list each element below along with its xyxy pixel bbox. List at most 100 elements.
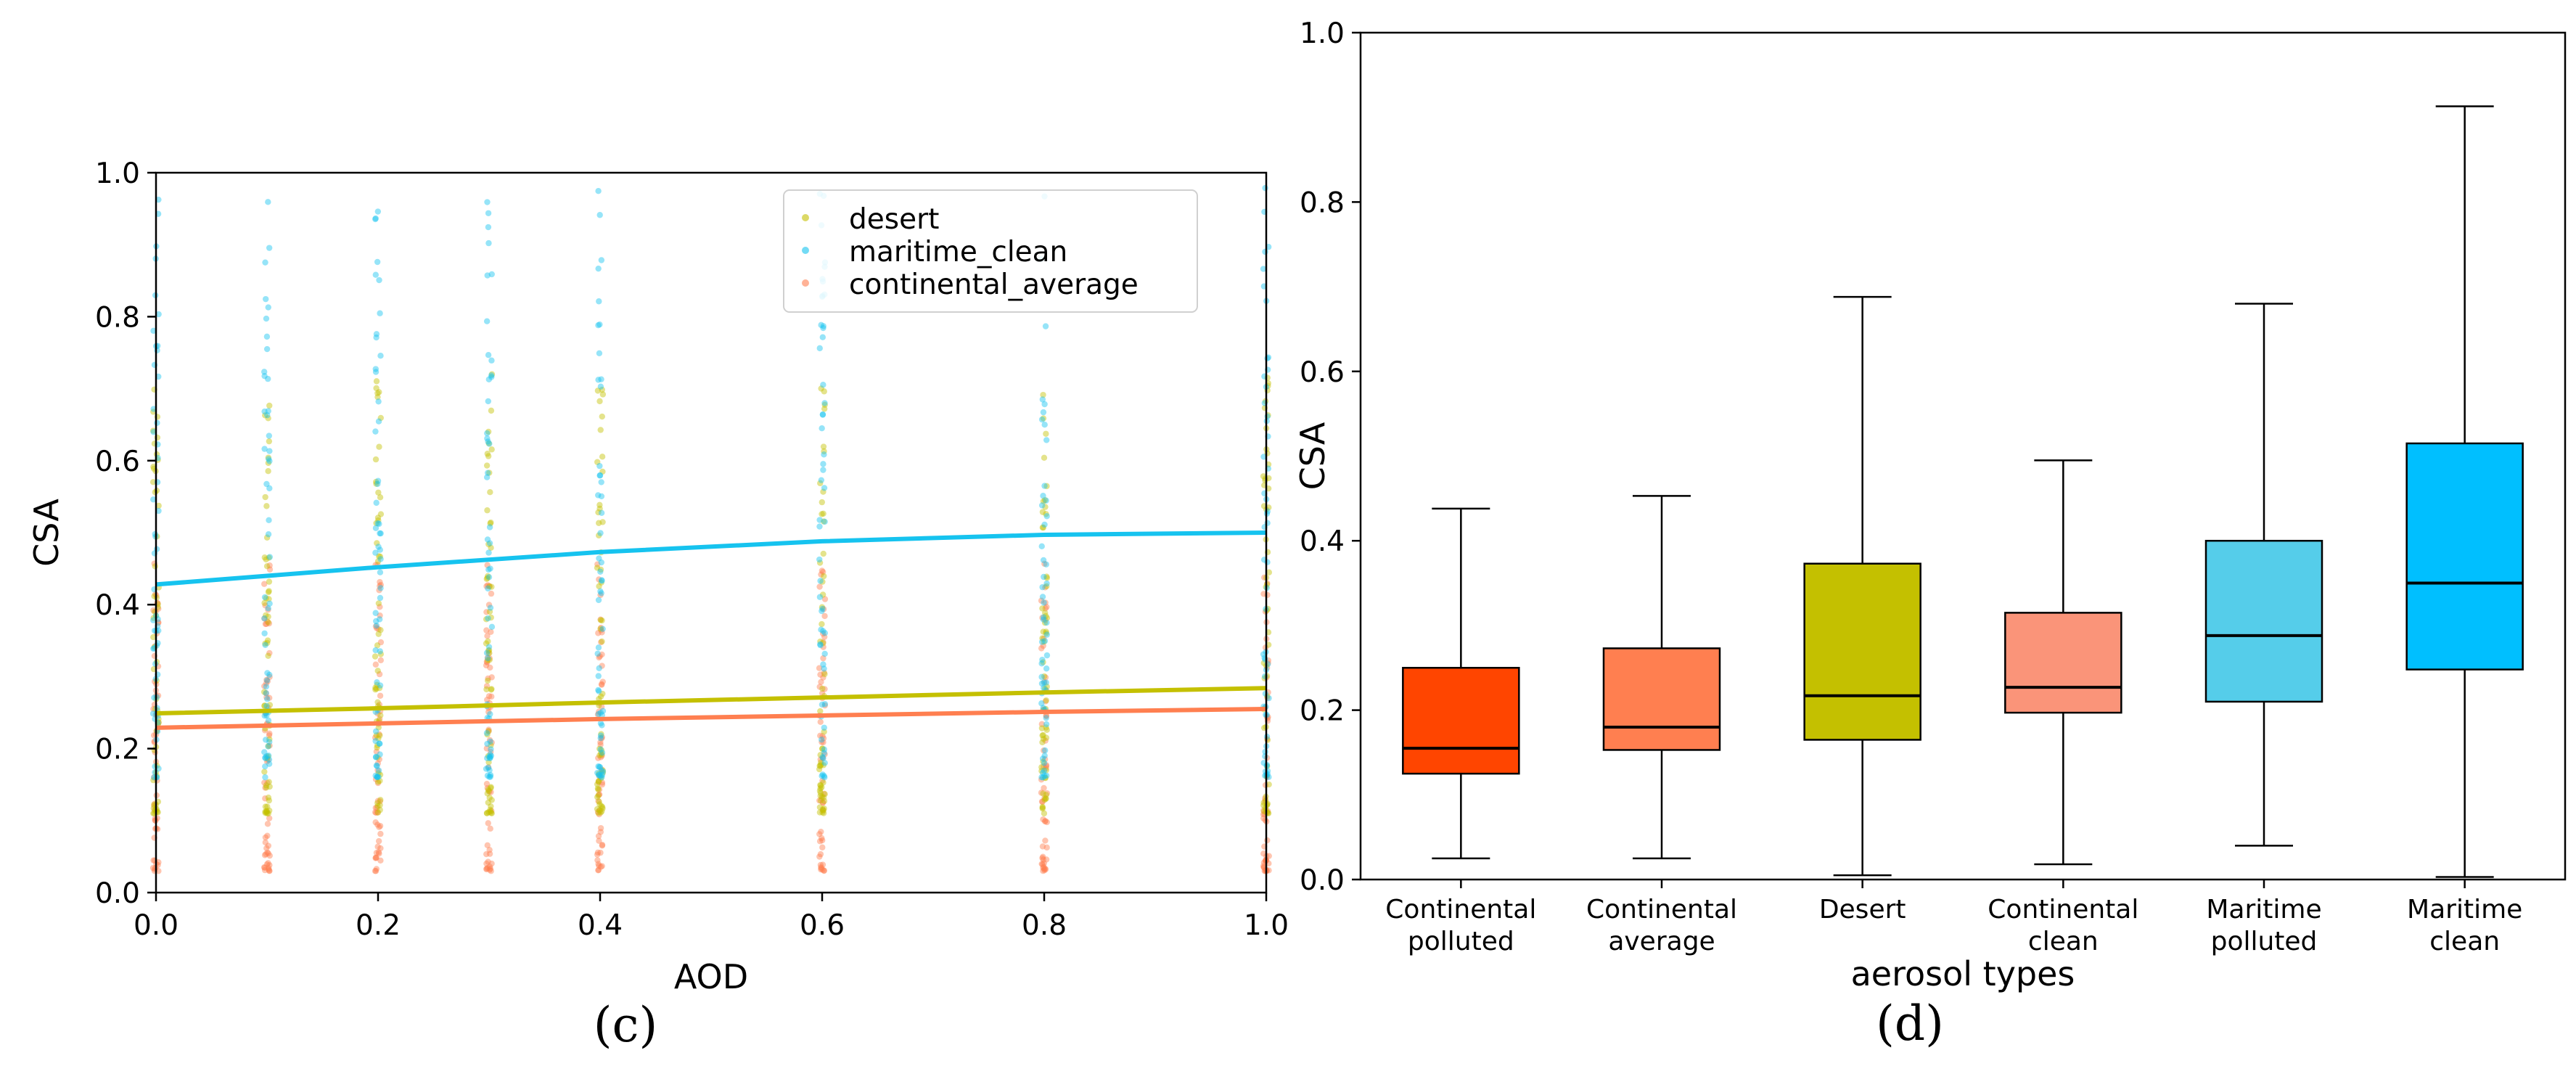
scatter-point-continental_average (819, 795, 825, 802)
scatter-point-continental_average (594, 857, 601, 864)
scatter-point-maritime_clean (484, 272, 491, 279)
scatter-point-maritime_clean (377, 594, 384, 602)
scatter-point-continental_average (263, 690, 269, 697)
scatter-point-desert (1040, 498, 1047, 505)
scatter-point-continental_average (594, 808, 602, 816)
scatter-point-maritime_clean (820, 755, 826, 761)
scatter-point-continental_average (1260, 863, 1267, 869)
scatter-point-continental_average (1260, 850, 1267, 857)
scatter-point-desert (599, 386, 605, 393)
scatter-point-maritime_clean (596, 212, 603, 218)
scatter-point-maritime_clean (266, 245, 273, 251)
scatter-point-continental_average (596, 791, 603, 798)
scatter-point-desert (820, 794, 827, 801)
scatter-point-desert (263, 808, 270, 814)
scatter-point-desert (265, 454, 272, 461)
scatter-point-continental_average (263, 620, 270, 628)
scatter-point-continental_average (1042, 837, 1049, 844)
scatter-point-maritime_clean (599, 750, 606, 756)
scatter-point-maritime_clean (597, 732, 604, 739)
scatter-point-maritime_clean (377, 530, 383, 537)
scatter-point-maritime_clean (819, 411, 826, 418)
scatter-point-desert (598, 579, 604, 586)
scatter-point-maritime_clean (1043, 721, 1050, 728)
scatter-point-maritime_clean (376, 276, 382, 284)
x-tick-label: 0.4 (578, 909, 623, 942)
fit-line-continental_average (155, 707, 1267, 730)
scatter-point-continental_average (372, 854, 380, 861)
scatter-point-continental_average (377, 578, 383, 586)
scatter-point-continental_average (1042, 698, 1049, 705)
scatter-point-continental_average (263, 694, 270, 701)
scatter-point-desert (594, 459, 601, 465)
scatter-point-maritime_clean (821, 701, 829, 708)
scatter-point-maritime_clean (599, 771, 606, 778)
scatter-point-maritime_clean (817, 641, 824, 649)
scatter-point-continental_average (1041, 866, 1048, 872)
scatter-point-maritime_clean (821, 760, 828, 766)
scatter-point-continental_average (595, 832, 602, 840)
scatter-point-continental_average (261, 864, 268, 871)
scatter-point-continental_average (150, 705, 157, 713)
scatter-point-continental_average (261, 852, 268, 858)
scatter-point-desert (373, 732, 380, 739)
scatter-point-desert (372, 653, 379, 660)
scatter-point-continental_average (488, 628, 494, 635)
scatter-point-continental_average (262, 834, 269, 841)
scatter-point-maritime_clean (819, 771, 826, 778)
scatter-point-continental_average (375, 837, 382, 845)
scatter-point-desert (817, 752, 824, 758)
scatter-point-maritime_clean (264, 696, 271, 702)
scatter-point-continental_average (374, 805, 380, 811)
scatter-point-desert (372, 684, 379, 691)
scatter-point-continental_average (485, 582, 491, 589)
scatter-point-continental_average (266, 868, 273, 874)
category-label: Maritime (2206, 895, 2321, 925)
scatter-point-desert (599, 803, 606, 811)
scatter-point-desert (266, 402, 273, 409)
scatter-point-continental_average (488, 789, 494, 795)
scatter-point-continental_average (265, 866, 272, 873)
scatter-y-ticks: 0.0 0.2 0.4 0.6 0.8 1.0 (95, 157, 156, 910)
scatter-point-maritime_clean (377, 648, 383, 655)
scatter-point-maritime_clean (374, 774, 381, 780)
scatter-point-maritime_clean (263, 689, 269, 697)
scatter-point-continental_average (261, 866, 268, 874)
scatter-point-desert (1042, 774, 1049, 782)
scatter-point-desert (266, 438, 273, 445)
scatter-point-maritime_clean (487, 565, 493, 572)
scatter-point-maritime_clean (818, 626, 824, 633)
box-chart-panel: 0.00.20.40.60.81.0 ContinentalpollutedCo… (1293, 17, 2567, 1052)
scatter-point-desert (265, 753, 271, 760)
scatter-point-continental_average (817, 850, 824, 858)
scatter-point-desert (819, 604, 826, 610)
scatter-point-continental_average (150, 857, 157, 864)
scatter-point-desert (374, 803, 381, 810)
scatter-point-maritime_clean (155, 507, 162, 515)
scatter-point-continental_average (264, 821, 271, 827)
y-tick-label: 0.8 (1300, 186, 1345, 219)
scatter-point-desert (485, 787, 492, 795)
scatter-point-continental_average (599, 779, 606, 786)
scatter-point-desert (599, 805, 606, 812)
scatter-point-desert (597, 693, 604, 700)
scatter-point-desert (150, 776, 157, 784)
scatter-point-continental_average (266, 861, 273, 869)
scatter-point-desert (266, 554, 272, 561)
scatter-point-maritime_clean (821, 774, 828, 781)
scatter-point-desert (484, 507, 491, 514)
scatter-point-maritime_clean (1043, 652, 1051, 659)
scatter-point-continental_average (820, 735, 827, 742)
scatter-point-desert (483, 575, 490, 582)
scatter-point-continental_average (261, 615, 268, 622)
scatter-point-maritime_clean (597, 746, 604, 753)
scatter-point-desert (377, 797, 384, 803)
scatter-point-maritime_clean (595, 377, 602, 383)
scatter-point-maritime_clean (487, 604, 494, 611)
scatter-point-desert (374, 642, 381, 649)
scatter-point-maritime_clean (374, 679, 380, 686)
scatter-point-maritime_clean (599, 722, 605, 729)
scatter-point-desert (485, 728, 492, 734)
scatter-point-continental_average (594, 851, 601, 858)
